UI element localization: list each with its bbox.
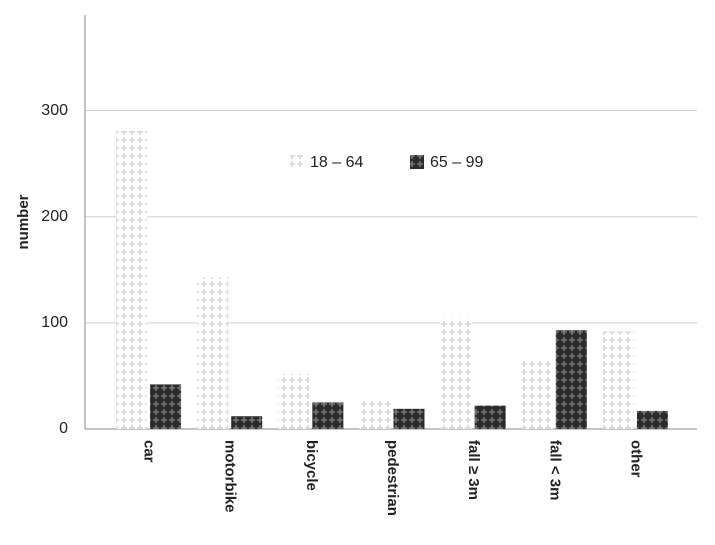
- bar: [602, 331, 634, 429]
- bar: [555, 330, 587, 429]
- legend-swatch: [290, 155, 304, 169]
- bar: [359, 399, 391, 429]
- x-tick-label: other: [627, 440, 644, 478]
- legend-swatch: [410, 155, 424, 169]
- y-tick-label: 100: [41, 314, 68, 331]
- bar: [393, 408, 425, 429]
- bar: [116, 130, 148, 429]
- y-tick-label: 0: [59, 420, 68, 437]
- bar: [636, 410, 668, 429]
- x-tick-label: fall ≥ 3m: [465, 440, 482, 500]
- x-tick-label: pedestrian: [384, 440, 401, 516]
- bar: [150, 384, 182, 429]
- bar: [474, 405, 506, 429]
- bar: [278, 373, 310, 429]
- x-tick-label: fall < 3m: [546, 440, 563, 500]
- legend-label: 65 – 99: [430, 154, 483, 171]
- y-axis-label: number: [15, 194, 32, 249]
- x-tick-label: motorbike: [222, 440, 239, 513]
- x-tick-label: car: [141, 440, 158, 463]
- bar: [231, 416, 263, 429]
- x-tick-label: bicycle: [303, 440, 320, 491]
- y-tick-label: 300: [41, 102, 68, 119]
- bar: [521, 358, 553, 429]
- y-tick-label: 200: [41, 208, 68, 225]
- bar: [440, 318, 472, 429]
- bar: [197, 277, 229, 429]
- legend-label: 18 – 64: [310, 154, 363, 171]
- bar: [312, 402, 344, 429]
